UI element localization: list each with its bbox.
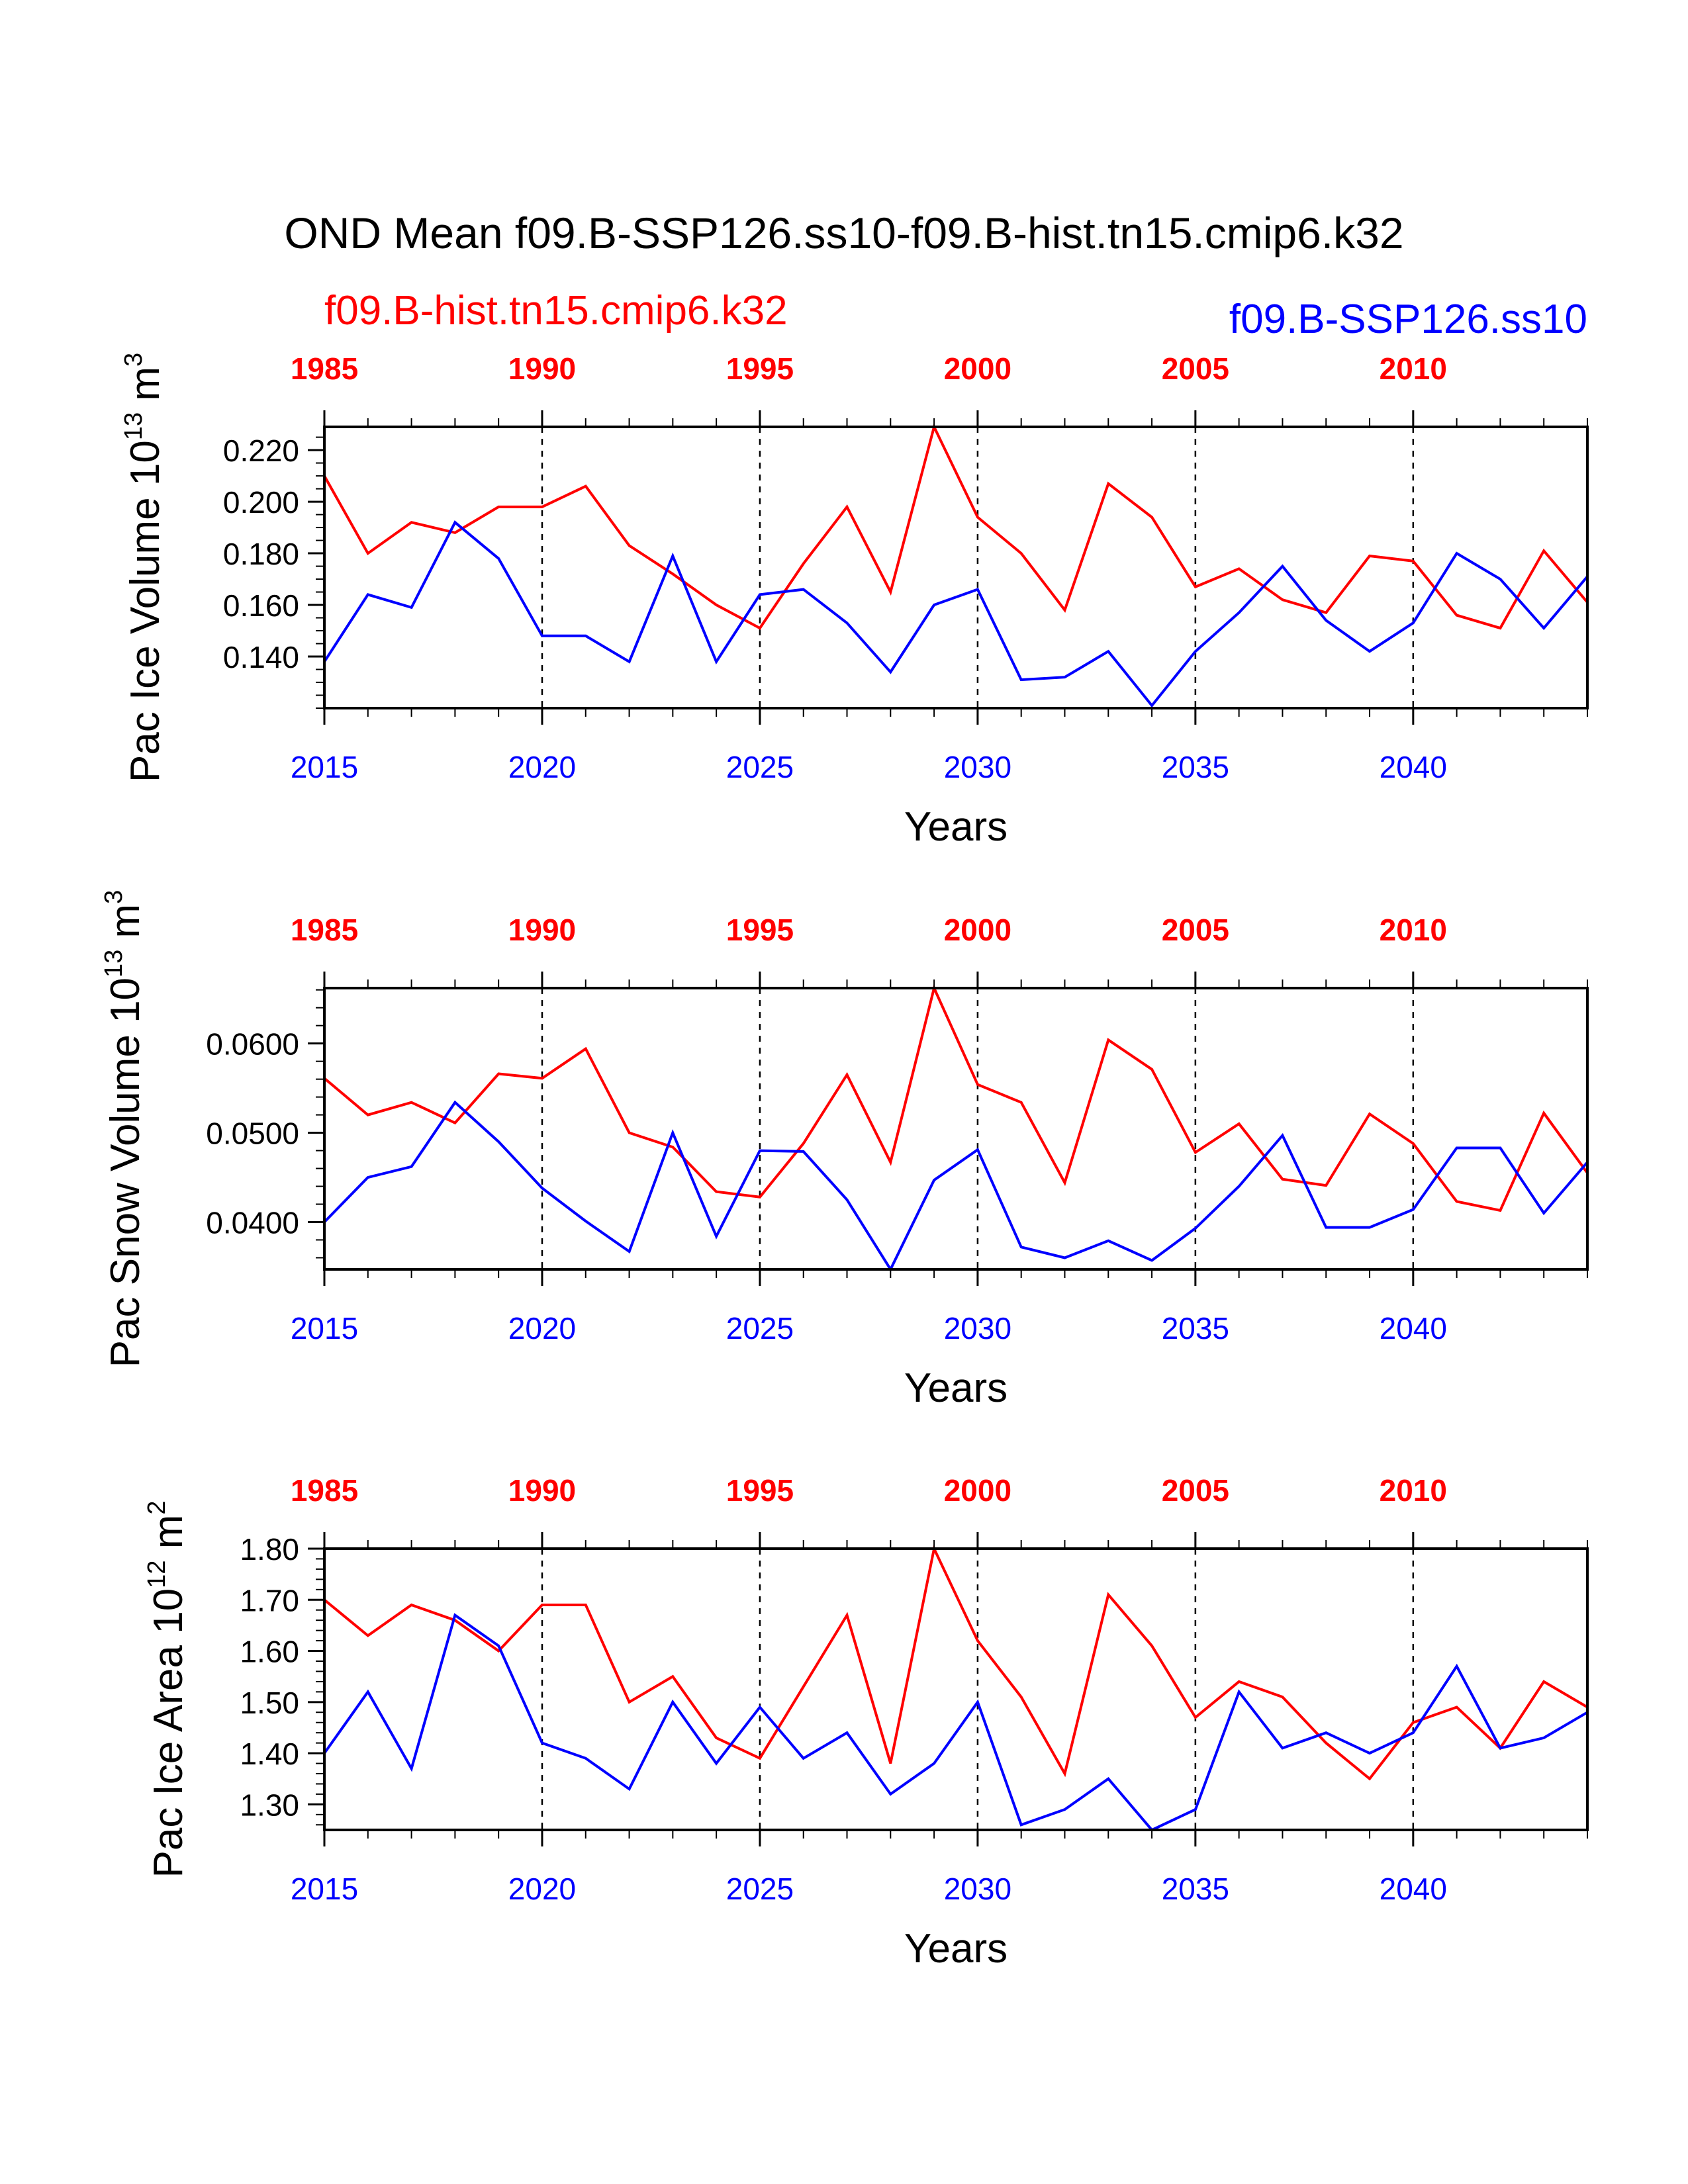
panel-snow-volume: 0.0400 0.0500 0.0600 2015 2020 2025 2030 2035 20… [100,890,1589,1411]
chart-1-ytick-label-2: 0.0600 [206,1027,299,1062]
chart-1-xtick-label-bottom-2: 2025 [726,1311,794,1345]
chart-0-ytick-label-2: 0.180 [223,537,299,571]
chart-2-xtick-label-top-0: 1985 [291,1473,358,1508]
chart-1-xtick-label-top-0: 1985 [291,913,358,947]
chart-1-xtick-label-top-3: 2000 [944,913,1011,947]
chart-2-xtick-label-bottom-3: 2030 [944,1872,1011,1906]
chart-0-xtick-label-top-2: 1995 [726,351,794,386]
chart-2-ylabel-unit: m [146,1515,191,1561]
chart-2-series-hist-line [323,1544,1589,1781]
chart-0-xtick-label-bottom-4: 2035 [1162,750,1229,784]
chart-0-series-hist-line [323,423,1589,630]
chart-2-xtick-label-bottom-2: 2025 [726,1872,794,1906]
chart-2-xtick-label-top-5: 2010 [1380,1473,1447,1508]
chart-0-xtick-label-bottom-1: 2020 [508,750,576,784]
chart-0-ytick-label-4: 0.220 [223,433,299,468]
chart-1-ylabel-text: Pac Snow Volume 10 [103,978,148,1367]
chart-2-xlabel: Years [904,1926,1008,1972]
chart-1-xtick-label-bottom-0: 2015 [291,1311,358,1345]
chart-1-series-ssp-line [323,1100,1589,1273]
chart-2-xtick-label-bottom-5: 2040 [1380,1872,1447,1906]
chart-0-xtick-label-bottom-0: 2015 [291,750,358,784]
chart-2-ytick-label-5: 1.80 [240,1532,299,1567]
chart-0-xtick-label-bottom-3: 2030 [944,750,1011,784]
chart-1-ytick-label-1: 0.0500 [206,1116,299,1151]
chart-2-ylabel: Pac Ice Area 1012 m2 [143,1500,191,1878]
panel-ice-volume: 0.140 0.160 0.180 0.200 0.220 2015 2020 2025 203… [120,351,1589,850]
chart-2-xtick-label-top-1: 1990 [508,1473,576,1508]
chart-0-xlabel: Years [904,804,1008,850]
chart-0-xtick-label-bottom-2: 2025 [726,750,794,784]
legend-hist-label: f09.B-hist.tn15.cmip6.k32 [324,288,788,334]
chart-1-ylabel-unit-exponent: 3 [100,890,128,904]
chart-0-xtick-label-top-3: 2000 [944,351,1011,386]
chart-0-xtick-label-top-4: 2005 [1162,351,1229,386]
chart-1-xtick-label-bottom-5: 2040 [1380,1311,1447,1345]
chart-0-frame [323,426,1589,709]
chart-1-ylabel: Pac Snow Volume 1013 m3 [100,890,148,1368]
chart-0-ylabel-text: Pac Ice Volume 10 [122,440,168,782]
chart-1-ylabel-unit: m [103,904,148,950]
chart-0-ylabel-exponent: 13 [120,412,148,440]
chart-0-ytick-label-0: 0.140 [223,640,299,674]
chart-1-xtick-label-bottom-4: 2035 [1162,1311,1229,1345]
chart-0-ylabel: Pac Ice Volume 1013 m3 [120,353,168,782]
chart-0-ylabel-unit: m [122,367,168,412]
chart-1-xtick-label-top-5: 2010 [1380,913,1447,947]
chart-1-ytick-label-0: 0.0400 [206,1205,299,1240]
chart-2-ytick-label-3: 1.60 [240,1635,299,1669]
chart-1-frame [323,987,1589,1271]
chart-0-series-ssp-line [323,520,1589,708]
chart-0-ytick-label-3: 0.200 [223,485,299,520]
chart-2-xtick-label-bottom-0: 2015 [291,1872,358,1906]
chart-0-xtick-label-top-0: 1985 [291,351,358,386]
chart-2-ytick-label-1: 1.40 [240,1737,299,1771]
chart-2-xtick-label-top-3: 2000 [944,1473,1011,1508]
chart-2-frame [323,1547,1589,1831]
chart-1-xtick-label-bottom-3: 2030 [944,1311,1011,1345]
chart-1-ylabel-exponent: 13 [100,950,128,978]
chart-2-xtick-label-bottom-1: 2020 [508,1872,576,1906]
chart-2-xtick-label-bottom-4: 2035 [1162,1872,1229,1906]
chart-1-xlabel: Years [904,1365,1008,1411]
chart-2-ytick-label-4: 1.70 [240,1583,299,1617]
chart-2-ylabel-exponent: 12 [143,1561,171,1588]
chart-0-ytick-label-1: 0.160 [223,588,299,623]
panel-ice-area: 1.30 1.40 1.50 1.60 1.70 1.80 2015 2020 2025 2030… [143,1473,1589,1972]
chart-2-ylabel-text: Pac Ice Area 10 [146,1588,191,1878]
legend-ssp-label: f09.B-SSP126.ss10 [1229,296,1587,342]
chart-0-xtick-label-top-1: 1990 [508,351,576,386]
chart-1-xtick-label-bottom-1: 2020 [508,1311,576,1345]
chart-1-series-hist-line [323,983,1589,1212]
chart-1-xtick-label-top-2: 1995 [726,913,794,947]
chart-2-xtick-label-top-2: 1995 [726,1473,794,1508]
chart-2-ylabel-unit-exponent: 2 [143,1500,171,1514]
chart-0-xtick-label-top-5: 2010 [1380,351,1447,386]
chart-2-ytick-label-0: 1.30 [240,1788,299,1822]
chart-1-xtick-label-top-1: 1990 [508,913,576,947]
chart-2-ytick-label-2: 1.50 [240,1686,299,1720]
chart-0-ylabel-unit-exponent: 3 [120,353,148,367]
chart-1-xtick-label-top-4: 2005 [1162,913,1229,947]
chart-2-xtick-label-top-4: 2005 [1162,1473,1229,1508]
chart-2-series-ssp-line [323,1613,1589,1832]
chart-title: OND Mean f09.B-SSP126.ss10-f09.B-hist.tn… [284,208,1403,257]
chart-0-xtick-label-bottom-5: 2040 [1380,750,1447,784]
